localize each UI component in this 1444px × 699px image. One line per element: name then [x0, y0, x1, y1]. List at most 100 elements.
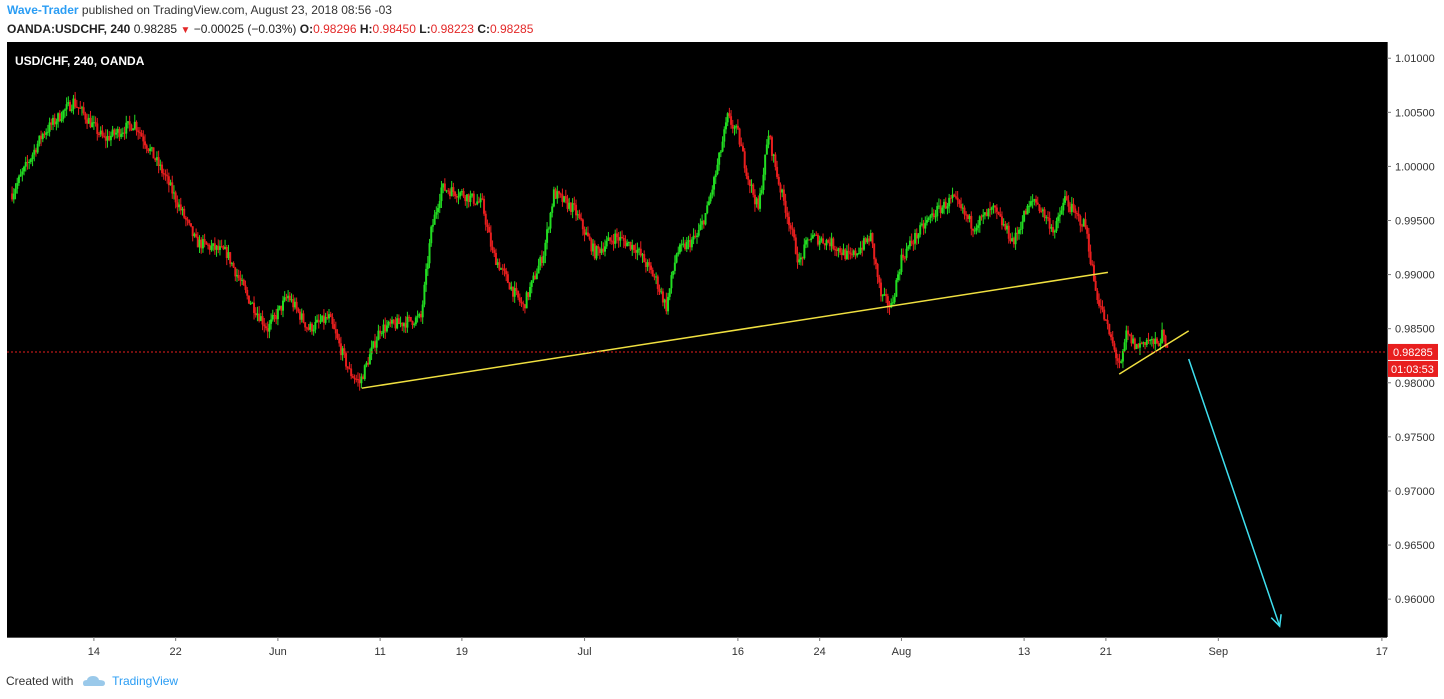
- price-change: −0.00025 (−0.03%): [193, 22, 297, 36]
- candle-body: [402, 323, 405, 327]
- candle-body: [629, 241, 632, 250]
- candle-body: [586, 232, 589, 237]
- time-tick-label: 11: [374, 646, 385, 658]
- candle-body: [1159, 343, 1162, 347]
- candle-body: [377, 330, 380, 341]
- candle-body: [79, 107, 82, 109]
- candle-body: [1040, 210, 1043, 212]
- candle-body: [518, 297, 521, 302]
- candle-body: [994, 205, 997, 208]
- candle-body: [701, 220, 704, 225]
- candle-body: [808, 239, 811, 241]
- candle-body: [322, 315, 325, 323]
- candle-body: [150, 147, 153, 149]
- candle-body: [1057, 216, 1060, 222]
- time-tick-label: 17: [1376, 646, 1388, 658]
- candle-body: [1127, 330, 1130, 335]
- candle-body: [1014, 232, 1017, 245]
- candle-body: [648, 262, 651, 266]
- candle-body: [155, 157, 158, 161]
- candle-body: [48, 122, 51, 132]
- candle-body: [707, 201, 710, 206]
- candle-body: [69, 102, 72, 111]
- candle-body: [965, 214, 968, 216]
- candle-body: [753, 194, 756, 205]
- candle-body: [798, 259, 801, 263]
- candle-body: [1096, 290, 1099, 300]
- candle-body: [539, 257, 542, 266]
- candle-body: [413, 324, 416, 326]
- candle-body: [854, 250, 857, 256]
- candle-body: [486, 224, 489, 227]
- low-value: 0.98223: [430, 22, 474, 36]
- wedge-trendline[interactable]: [1118, 330, 1190, 375]
- candle-body: [745, 168, 748, 176]
- candle-body: [501, 268, 504, 270]
- candle-body: [343, 348, 346, 354]
- price-tick-label: 0.97500: [1395, 432, 1435, 444]
- candle-body: [493, 250, 496, 253]
- candle-body: [331, 317, 334, 325]
- candle-body: [558, 191, 560, 194]
- candle-body: [929, 215, 932, 218]
- candle-body: [713, 177, 716, 190]
- candle-body: [307, 327, 310, 330]
- candle-body: [604, 246, 606, 252]
- candle-body: [781, 189, 784, 193]
- candle-body: [428, 243, 431, 264]
- candle-body: [885, 294, 888, 297]
- candle-body: [1033, 199, 1036, 201]
- candle-body: [673, 262, 676, 271]
- candle-body: [835, 249, 838, 252]
- candle-body: [399, 322, 402, 324]
- candle-body: [363, 365, 366, 380]
- high-value: 0.98450: [372, 22, 416, 36]
- candle-body: [632, 244, 635, 251]
- candle-body: [472, 193, 475, 204]
- candle-body: [309, 323, 312, 330]
- price-tick-label: 0.96500: [1395, 540, 1435, 552]
- candle-body: [1072, 203, 1075, 209]
- candle-body: [982, 214, 985, 217]
- support-trendline[interactable]: [361, 271, 1109, 389]
- candle-body: [121, 132, 124, 134]
- candle-body: [181, 208, 184, 211]
- candle-body: [50, 122, 53, 125]
- candle-body: [779, 184, 782, 193]
- candle-body: [619, 236, 622, 241]
- chart-plot-area[interactable]: [7, 42, 1387, 637]
- candle-body: [527, 292, 530, 297]
- candle-body: [246, 289, 249, 296]
- candle-body: [251, 302, 254, 304]
- candle-body: [1055, 221, 1058, 231]
- candle-body: [176, 202, 179, 208]
- price-tick-label: 0.97000: [1395, 486, 1435, 498]
- candle-body: [1004, 224, 1007, 230]
- candle-body: [680, 244, 683, 246]
- candle-body: [661, 291, 664, 303]
- candle-body: [1111, 337, 1114, 344]
- candle-body: [224, 247, 227, 250]
- candle-body: [452, 187, 455, 192]
- candle-body: [496, 262, 499, 266]
- candle-body: [1023, 210, 1026, 222]
- candle-body: [92, 122, 95, 124]
- candle-body: [1091, 264, 1094, 266]
- chart-title: USD/CHF, 240, OANDA: [15, 54, 145, 68]
- projection-arrow[interactable]: [1187, 358, 1281, 627]
- candle-body: [283, 297, 286, 301]
- candle-body: [743, 151, 746, 169]
- tradingview-link[interactable]: TradingView: [112, 674, 179, 688]
- candle-body: [358, 379, 361, 384]
- candle-body: [1104, 319, 1107, 321]
- last-price-tag: [1388, 343, 1438, 360]
- candle-body: [232, 263, 235, 268]
- candle-body: [990, 207, 993, 210]
- candle-body: [719, 151, 722, 153]
- candle-body: [280, 305, 283, 311]
- candle-body: [171, 182, 174, 194]
- author-link[interactable]: Wave-Trader: [7, 3, 79, 17]
- candle-body: [1099, 305, 1102, 307]
- candle-body: [445, 190, 448, 192]
